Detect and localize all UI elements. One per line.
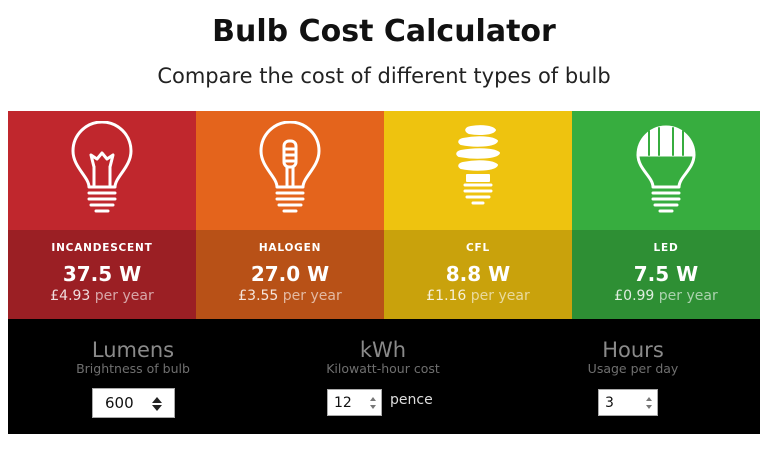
kwh-unit-label: pence [390, 392, 433, 408]
bulb-comparison-row: INCANDESCENT 37.5 W £4.93 per year HALOG… [8, 111, 760, 319]
led-bulb-icon [636, 125, 696, 212]
hours-label: Hours [602, 338, 664, 362]
hours-sublabel: Usage per day [587, 361, 679, 376]
halogen-bulb-icon [259, 120, 321, 212]
bulb-name: HALOGEN [258, 242, 322, 254]
per-year-label: per year [282, 288, 342, 304]
lumens-select[interactable]: 600 [92, 388, 175, 418]
cfl-bulb-icon [456, 124, 500, 204]
hours-input[interactable]: 3 [598, 389, 658, 416]
spinner-arrows-icon[interactable] [368, 393, 378, 413]
lumens-control: Lumens Brightness of bulb [8, 319, 258, 376]
kwh-control: kWh Kilowatt-hour cost [258, 319, 508, 376]
incandescent-bulb-icon [71, 120, 133, 212]
bulb-watts: 27.0 W [250, 262, 330, 286]
spinner-arrows-icon[interactable] [644, 393, 654, 413]
kwh-value: 12 [334, 394, 352, 411]
page-subtitle: Compare the cost of different types of b… [157, 64, 611, 88]
bulb-card-incandescent: INCANDESCENT 37.5 W £4.93 per year [8, 111, 196, 319]
per-year-label: per year [470, 288, 530, 304]
per-year-label: per year [94, 288, 154, 304]
kwh-sublabel: Kilowatt-hour cost [326, 361, 440, 376]
bulb-name: LED [653, 242, 679, 254]
kwh-label: kWh [359, 338, 407, 362]
controls-panel: Lumens Brightness of bulb 600 kWh Kilowa… [8, 319, 760, 434]
bulb-card-halogen: HALOGEN 27.0 W £3.55 per year [196, 111, 384, 319]
kwh-input[interactable]: 12 [327, 389, 382, 416]
bulb-name: CFL [466, 242, 490, 254]
bulb-cost: £1.16 [426, 288, 467, 304]
bulb-watts: 7.5 W [633, 262, 699, 286]
bulb-cost: £3.55 [238, 288, 279, 304]
lumens-sublabel: Brightness of bulb [76, 361, 190, 376]
hours-control: Hours Usage per day [508, 319, 758, 376]
up-down-arrows-icon [152, 397, 162, 411]
lumens-value: 600 [105, 394, 134, 412]
per-year-label: per year [658, 288, 718, 304]
bulb-watts: 8.8 W [445, 262, 511, 286]
bulb-cost: £4.93 [50, 288, 91, 304]
bulb-cost: £0.99 [614, 288, 655, 304]
lumens-label: Lumens [91, 338, 175, 362]
bulb-card-led: LED 7.5 W £0.99 per year [572, 111, 760, 319]
page-title: Bulb Cost Calculator [212, 14, 556, 49]
hours-value: 3 [605, 394, 614, 411]
bulb-name: INCANDESCENT [51, 242, 153, 254]
bulb-card-cfl: CFL 8.8 W £1.16 per year [384, 111, 572, 319]
bulb-watts: 37.5 W [62, 262, 142, 286]
